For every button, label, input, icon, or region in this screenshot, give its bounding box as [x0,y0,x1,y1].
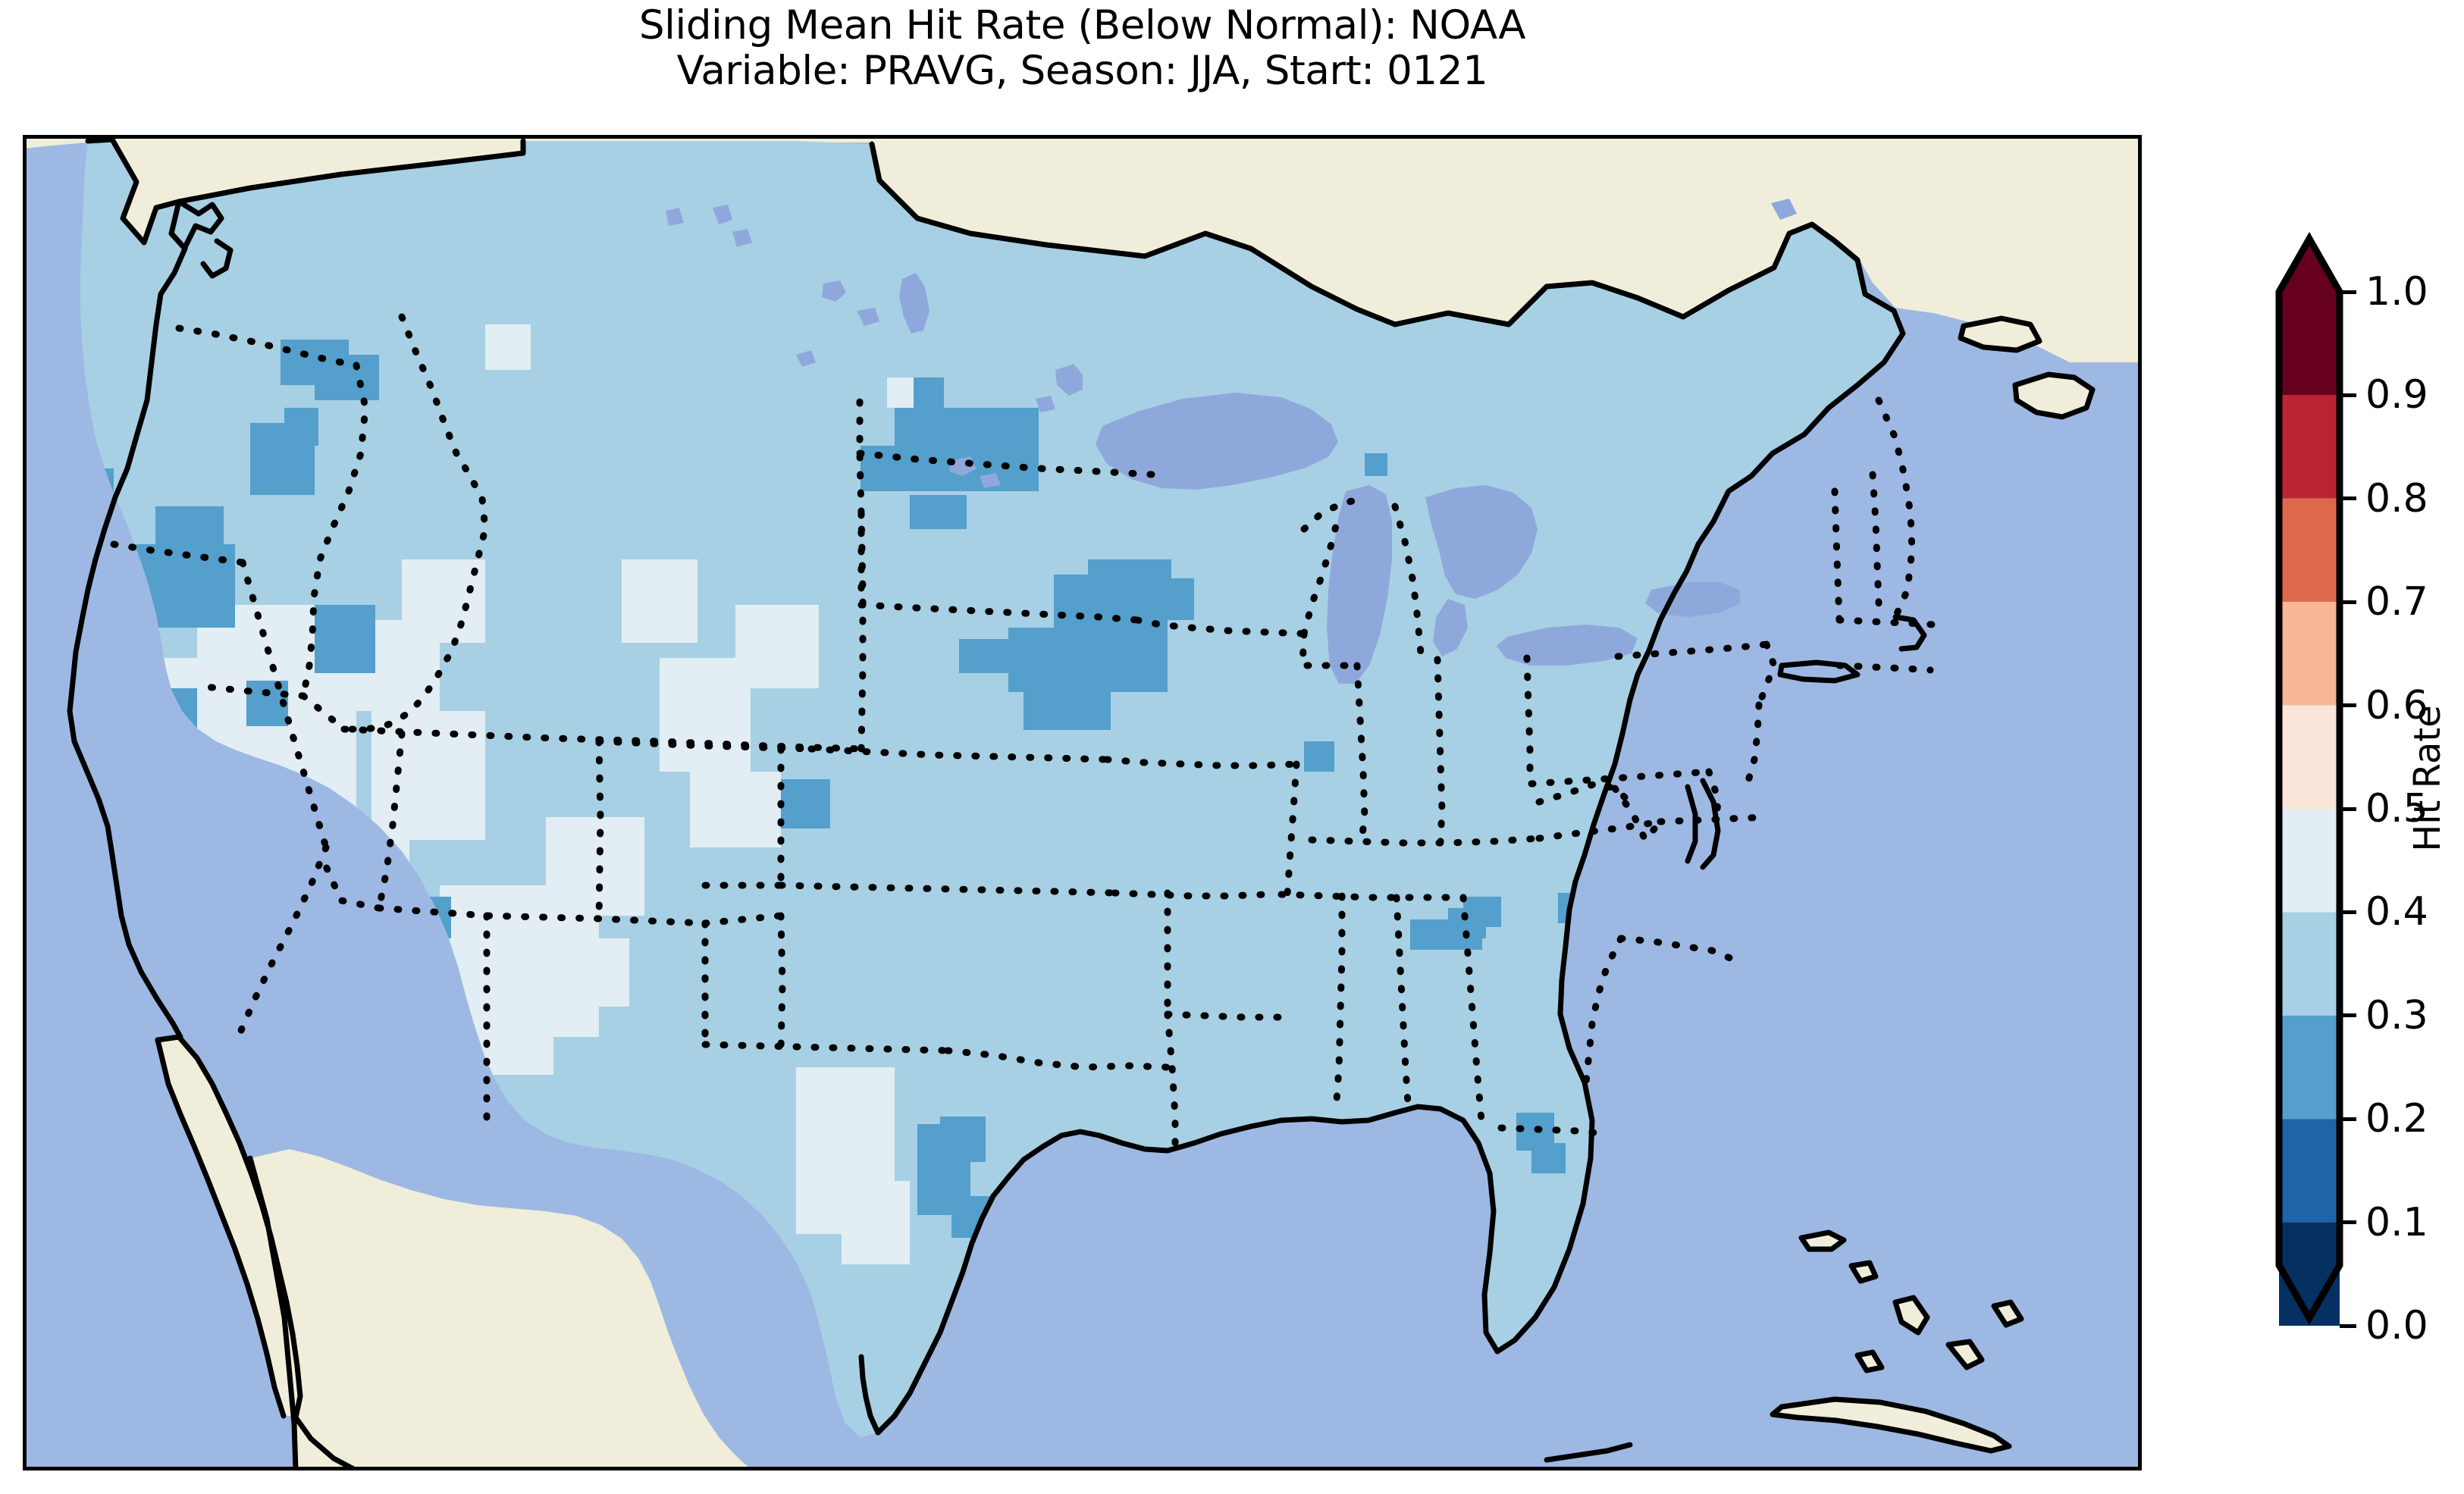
band-0.6-0.7 [2279,602,2340,706]
tick-mark [2340,600,2356,604]
band-0.5-0.6 [2279,705,2340,809]
tick-mark [2340,807,2356,811]
tick-mark [2340,1323,2356,1328]
colorbar-extend-high [2279,239,2340,292]
tick-label: 0.6 [2365,682,2428,728]
colorbar [2275,231,2343,1326]
band-0.4-0.5 [2279,809,2340,913]
tick-label: 0.9 [2365,372,2428,418]
tick-label: 0.3 [2365,992,2428,1038]
state-borders-layer [110,313,1937,1154]
great-lakes-layer [666,199,1797,684]
band-0.3-0.4 [2279,912,2340,1016]
colorbar-outline [2275,231,2343,1326]
tick-mark [2340,703,2356,708]
foreign-land-layer [27,139,2138,1467]
tick-mark [2340,1117,2356,1121]
tick-label: 1.0 [2365,269,2428,315]
colorbar-extend-low [2279,1265,2340,1318]
band-0.8-0.9 [2279,395,2340,499]
band-0.7-0.8 [2279,498,2340,603]
title-line-1: Sliding Mean Hit Rate (Below Normal): NO… [638,2,1526,49]
colorbar-swatches [2275,231,2343,1326]
map-axes [23,135,2142,1471]
coastline-layer [67,139,2096,1467]
tick-label: 0.2 [2365,1096,2428,1142]
tick-label: 0.8 [2365,475,2428,521]
band-0.1-0.2 [2279,1119,2340,1223]
figure-title: Sliding Mean Hit Rate (Below Normal): NO… [0,2,2165,95]
tick-mark [2340,393,2356,397]
colorbar-axis-label: Hit Rate [2406,705,2449,852]
tick-mark [2340,1013,2356,1018]
tick-mark [2340,496,2356,501]
tick-label: 0.1 [2365,1199,2428,1245]
tick-label: 0.4 [2365,889,2428,935]
tick-label: 0.7 [2365,579,2428,625]
colorbar-ticks: 1.0 0.9 0.8 0.7 0.6 0.5 0.4 0.3 0.2 0. [2340,239,2453,1348]
map-plot [27,139,2138,1467]
colorbar-bands [2279,239,2340,1326]
title-line-2: Variable: PRAVG, Season: JJA, Start: 012… [676,48,1488,95]
tick-label: 0.5 [2365,786,2428,832]
band-0.2-0.3 [2279,1015,2340,1120]
tick-mark [2340,1220,2356,1225]
tick-mark [2340,910,2356,914]
band-0.9-1.0 [2279,292,2340,396]
tick-label: 0.0 [2365,1303,2428,1348]
tick-mark [2340,290,2356,294]
